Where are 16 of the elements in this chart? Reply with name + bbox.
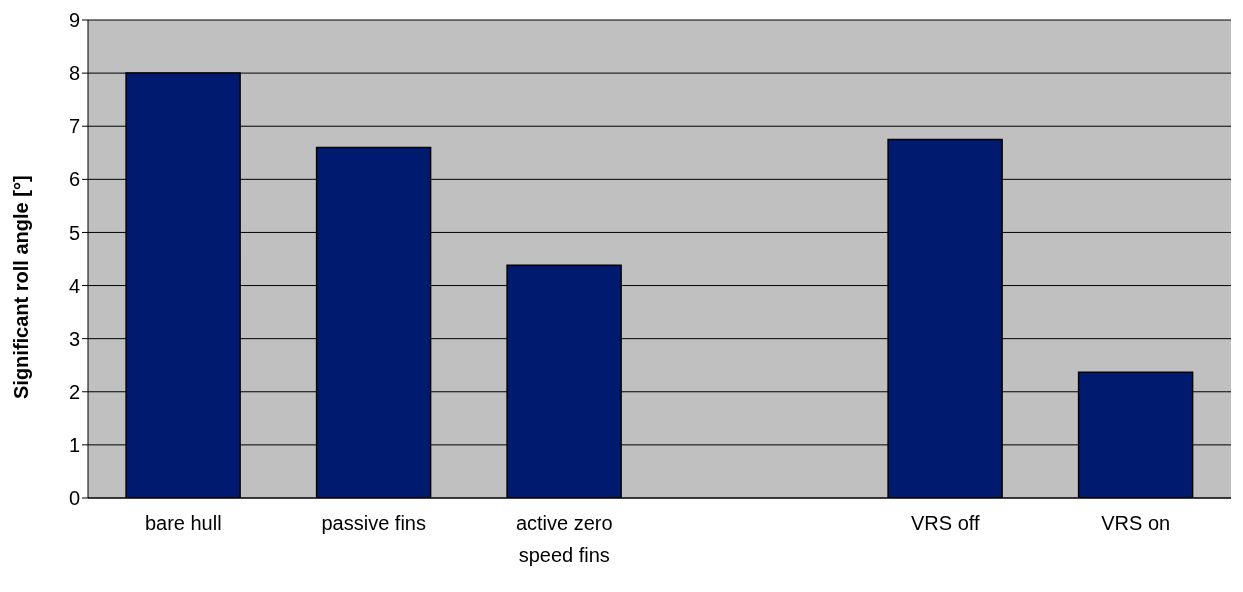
x-tick-label: bare hull — [144, 512, 222, 534]
y-tick-label: 3 — [68, 327, 80, 350]
y-tick-label: 4 — [68, 274, 80, 297]
x-tick-label: passive fins — [321, 512, 426, 534]
x-tick-label: active zero speed fins — [515, 512, 613, 566]
x-tick-label: VRS off — [910, 512, 980, 534]
y-tick-label: 9 — [68, 9, 80, 32]
y-tick-label: 0 — [68, 487, 80, 510]
y-tick-label: 2 — [68, 380, 80, 403]
y-tick-label: 7 — [68, 115, 80, 138]
y-tick-label: 5 — [68, 221, 80, 244]
x-tick-label: VRS on — [1101, 512, 1171, 534]
y-tick-label: 1 — [68, 433, 80, 456]
y-tick-label: 6 — [68, 168, 80, 191]
y-axis-title: Significant roll angle [°] — [10, 175, 33, 399]
y-tick-label: 8 — [68, 62, 80, 85]
